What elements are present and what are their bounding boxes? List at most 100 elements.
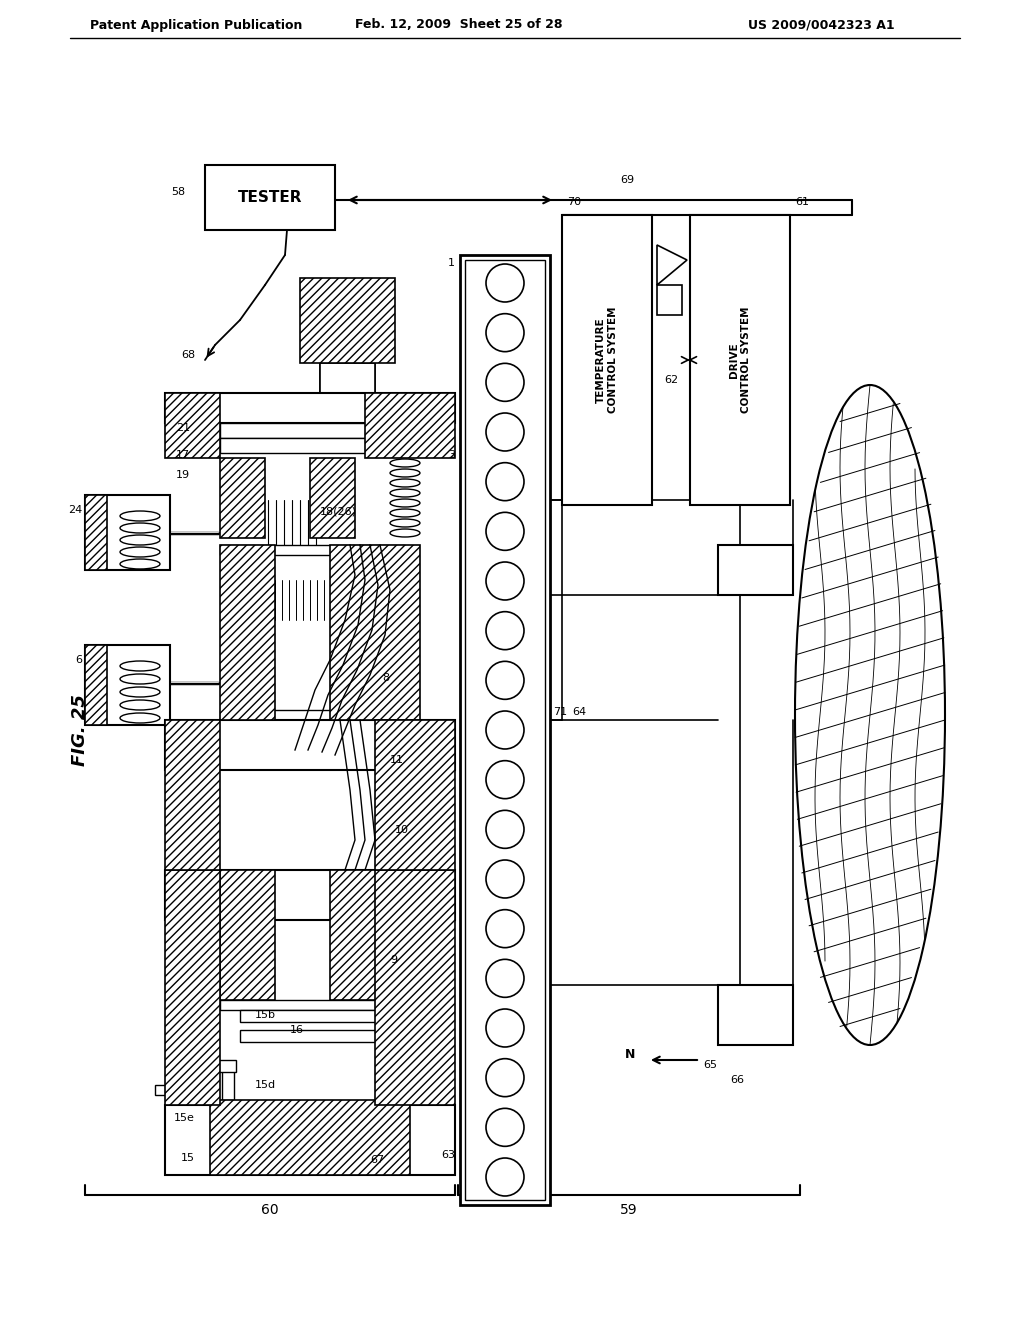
Circle shape [486,264,524,302]
Bar [85,495,106,570]
Text: 19: 19 [176,470,190,480]
Text: 65: 65 [703,1060,717,1071]
Bar [330,545,420,719]
Bar [220,458,265,539]
Bar [300,279,395,363]
Circle shape [486,512,524,550]
Text: 59: 59 [621,1203,638,1217]
Circle shape [486,810,524,849]
Text: 24: 24 [68,506,82,515]
Bar [375,719,455,870]
Bar [330,870,420,1001]
Text: 63: 63 [441,1150,455,1160]
Text: 8: 8 [382,673,389,682]
Text: 9: 9 [390,954,397,965]
Text: 68: 68 [181,350,195,360]
Circle shape [486,463,524,500]
Bar [365,393,455,458]
Bar [220,545,406,554]
Text: DRIVE
CONTROL SYSTEM: DRIVE CONTROL SYSTEM [729,306,751,413]
Text: 1: 1 [449,257,455,268]
Bar [165,420,185,430]
Bar [220,870,406,880]
Bar [165,719,455,770]
Bar [165,870,455,920]
Text: 70: 70 [567,197,582,207]
Circle shape [486,611,524,649]
Circle shape [486,1008,524,1047]
Polygon shape [657,246,687,285]
Bar [85,495,170,570]
Bar [222,1071,234,1100]
Text: FIG. 25: FIG. 25 [71,694,89,766]
Circle shape [486,1158,524,1196]
Bar [165,430,175,438]
Text: 64: 64 [572,708,586,717]
Text: 16: 16 [290,1026,304,1035]
Text: 60: 60 [261,1203,279,1217]
Text: 15e: 15e [174,1113,195,1123]
Text: 3: 3 [449,450,455,459]
Bar [218,1060,236,1072]
Bar [85,645,170,725]
Bar [718,985,793,1045]
Bar [657,285,682,315]
Text: 15b: 15b [255,1010,276,1020]
Text: US 2009/0042323 A1: US 2009/0042323 A1 [748,18,895,32]
Text: 11: 11 [390,755,404,766]
Bar [220,422,406,438]
Text: 17: 17 [176,450,190,459]
Circle shape [486,760,524,799]
Bar [165,1105,455,1175]
Circle shape [486,314,524,351]
Circle shape [486,363,524,401]
Circle shape [486,661,524,700]
Text: 61: 61 [795,197,809,207]
Text: 67: 67 [370,1155,384,1166]
Bar [319,363,375,393]
Bar [220,438,406,453]
Text: 69: 69 [620,176,634,185]
Text: 6: 6 [75,655,82,665]
Bar [460,255,550,1205]
Bar [240,1030,385,1041]
Text: 15d: 15d [255,1080,276,1090]
Bar [562,215,652,506]
Bar [465,260,545,1200]
Bar [165,393,455,422]
Text: 10: 10 [395,825,409,836]
Bar [375,870,455,1105]
Text: 62: 62 [664,375,678,385]
Bar [220,710,406,719]
Bar [155,1085,170,1096]
Text: 21: 21 [176,422,190,433]
Bar [165,393,220,458]
Bar [220,870,275,1001]
Bar [240,1010,406,1022]
Text: 66: 66 [730,1074,744,1085]
Bar [690,215,790,506]
Circle shape [486,960,524,998]
Bar [220,545,275,719]
Bar [165,719,220,870]
Circle shape [486,1109,524,1146]
Text: TESTER: TESTER [238,190,302,205]
Bar [310,458,355,539]
Bar [210,1100,410,1175]
Text: TEMPERATURE
CONTROL SYSTEM: TEMPERATURE CONTROL SYSTEM [596,306,617,413]
Text: Patent Application Publication: Patent Application Publication [90,18,302,32]
Text: Feb. 12, 2009  Sheet 25 of 28: Feb. 12, 2009 Sheet 25 of 28 [355,18,562,32]
Circle shape [486,861,524,898]
Bar [205,165,335,230]
Text: N: N [625,1048,635,1061]
Text: 18(26): 18(26) [319,507,357,517]
Circle shape [486,909,524,948]
Circle shape [486,413,524,451]
Bar [165,870,220,1105]
Bar [220,1001,406,1010]
Bar [718,545,793,595]
Circle shape [486,1059,524,1097]
Bar [85,645,106,725]
Circle shape [486,711,524,748]
Text: 15: 15 [181,1152,195,1163]
